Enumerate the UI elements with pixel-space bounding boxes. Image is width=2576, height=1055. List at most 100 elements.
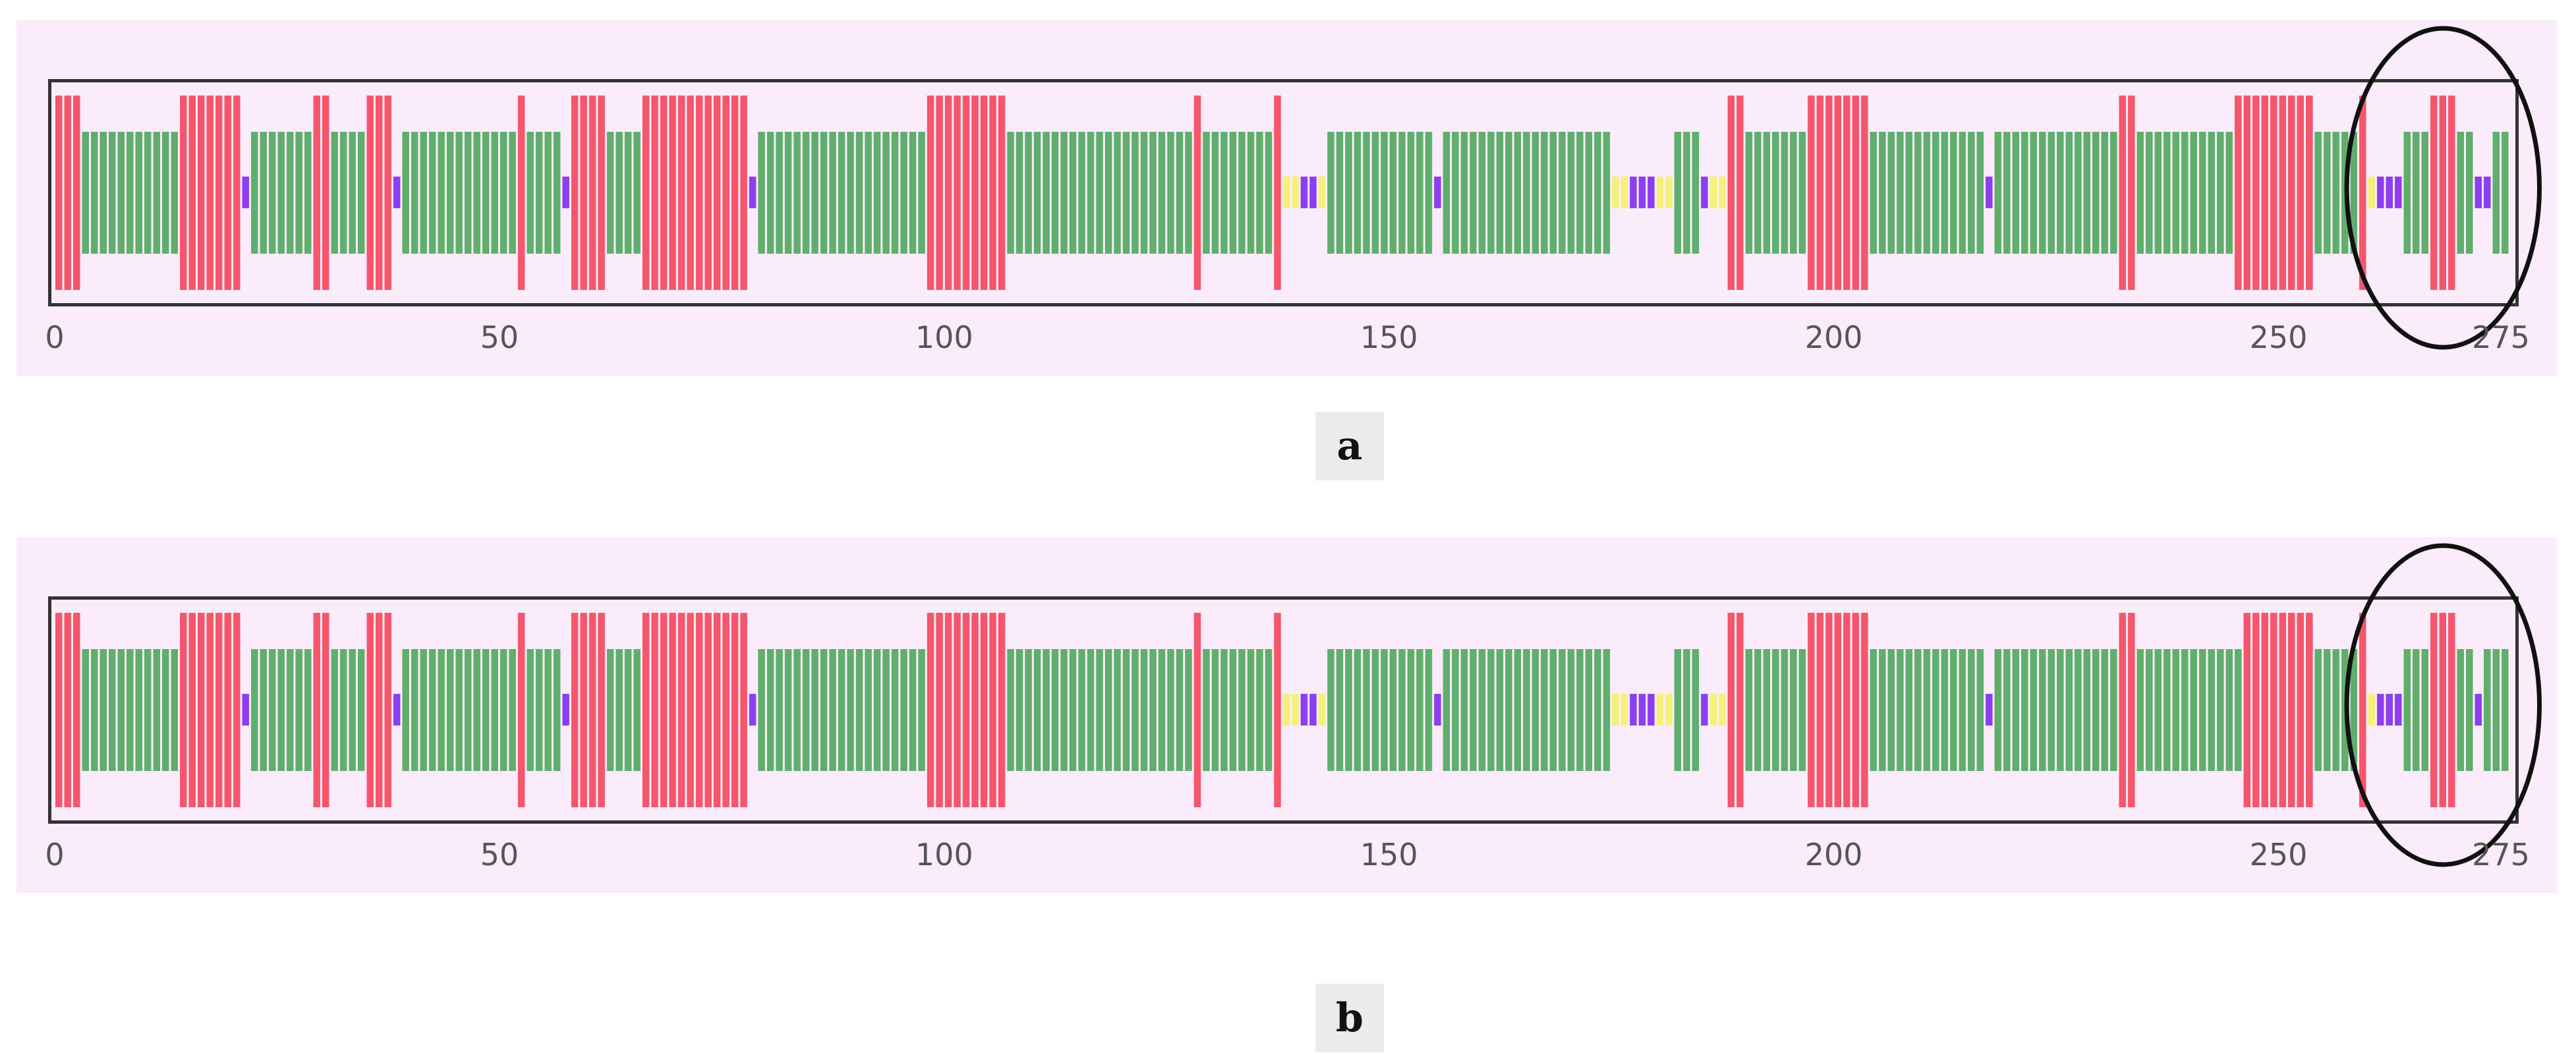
red-residue-bar [740, 96, 747, 290]
red-residue-bar [2430, 613, 2438, 807]
green-residue-bar [171, 649, 178, 771]
green-residue-bar [1594, 649, 1601, 771]
red-residue-bar [704, 96, 712, 290]
green-residue-bar [1959, 649, 1966, 771]
green-residue-bar [838, 649, 845, 771]
green-residue-bar [1887, 649, 1895, 771]
track-svg-a [55, 26, 2542, 350]
green-residue-bar [1220, 132, 1228, 254]
red-residue-bar [598, 613, 605, 807]
green-residue-bar [1140, 132, 1148, 254]
green-residue-bar [2217, 649, 2224, 771]
green-residue-bar [784, 132, 792, 254]
red-residue-bar [2235, 96, 2242, 290]
green-residue-bar [1176, 132, 1184, 254]
green-residue-bar [918, 649, 925, 771]
green-residue-bar [1754, 132, 1761, 254]
green-residue-bar [1798, 132, 1806, 254]
green-residue-bar [1968, 649, 1975, 771]
green-residue-bar [250, 132, 258, 254]
green-residue-bar [758, 132, 765, 254]
green-residue-bar [865, 649, 872, 771]
red-residue-bar [1816, 613, 1824, 807]
red-residue-bar [980, 613, 988, 807]
yellow-residue-bar [1665, 177, 1673, 208]
green-residue-bar [1585, 132, 1593, 254]
purple-residue-bar [2386, 177, 2393, 208]
green-residue-bar [1941, 649, 1949, 771]
red-residue-bar [695, 96, 703, 290]
green-residue-bar [473, 649, 480, 771]
green-residue-bar [2199, 132, 2206, 254]
green-residue-bar [1549, 649, 1557, 771]
red-residue-bar [740, 613, 747, 807]
green-residue-bar [2314, 649, 2322, 771]
green-residue-bar [1870, 132, 1877, 254]
green-residue-bar [2012, 132, 2020, 254]
red-residue-bar [971, 613, 979, 807]
red-residue-bar [927, 96, 934, 290]
green-residue-bar [1443, 649, 1450, 771]
green-residue-bar [1096, 649, 1103, 771]
green-residue-bar [1452, 132, 1459, 254]
purple-residue-bar [2475, 177, 2482, 208]
green-residue-bar [1594, 132, 1601, 254]
red-residue-bar [687, 96, 694, 290]
green-residue-bar [624, 649, 632, 771]
green-residue-bar [1772, 649, 1779, 771]
purple-residue-bar [2475, 694, 2482, 726]
green-residue-bar [2492, 649, 2500, 771]
green-residue-bar [1149, 132, 1157, 254]
yellow-residue-bar [1292, 694, 1299, 726]
green-residue-bar [428, 132, 436, 254]
green-residue-bar [2092, 132, 2100, 254]
green-residue-bar [2181, 132, 2189, 254]
green-residue-bar [1559, 649, 1566, 771]
green-residue-bar [268, 132, 276, 254]
red-residue-bar [2359, 613, 2366, 807]
green-residue-bar [1060, 132, 1068, 254]
green-residue-bar [882, 649, 890, 771]
green-residue-bar [1336, 649, 1344, 771]
green-residue-bar [1478, 132, 1486, 254]
green-residue-bar [455, 649, 463, 771]
green-residue-bar [464, 649, 472, 771]
yellow-residue-bar [1665, 694, 1673, 726]
green-residue-bar [402, 649, 409, 771]
green-residue-bar [2065, 649, 2073, 771]
red-residue-bar [1808, 613, 1815, 807]
panel-b-caption: b [1315, 984, 1384, 1052]
red-residue-bar [713, 613, 721, 807]
axis-tick-label: 275 [2472, 837, 2530, 872]
green-residue-bar [606, 649, 614, 771]
green-residue-bar [829, 649, 836, 771]
green-residue-bar [900, 132, 907, 254]
red-residue-bar [224, 613, 231, 807]
purple-residue-bar [1986, 694, 1993, 726]
yellow-residue-bar [1656, 177, 1664, 208]
green-residue-bar [1559, 132, 1566, 254]
red-residue-bar [322, 96, 329, 290]
green-residue-bar [2003, 649, 2011, 771]
green-residue-bar [2217, 132, 2224, 254]
green-residue-bar [1158, 132, 1166, 254]
purple-residue-bar [562, 694, 569, 726]
green-residue-bar [1354, 132, 1361, 254]
purple-residue-bar [1309, 694, 1317, 726]
green-residue-bar [1363, 132, 1370, 254]
green-residue-bar [1327, 132, 1334, 254]
axis-tick-label: 150 [1360, 837, 1418, 872]
green-residue-bar [1363, 649, 1370, 771]
green-residue-bar [776, 649, 783, 771]
green-residue-bar [535, 132, 543, 254]
red-residue-bar [73, 613, 80, 807]
green-residue-bar [2457, 132, 2465, 254]
red-residue-bar [1843, 613, 1850, 807]
green-residue-bar [527, 132, 534, 254]
red-residue-bar [713, 96, 721, 290]
green-residue-bar [1345, 649, 1352, 771]
red-residue-bar [1861, 613, 1868, 807]
green-residue-bar [2065, 132, 2073, 254]
red-residue-bar [1274, 96, 1281, 290]
purple-residue-bar [1638, 694, 1646, 726]
